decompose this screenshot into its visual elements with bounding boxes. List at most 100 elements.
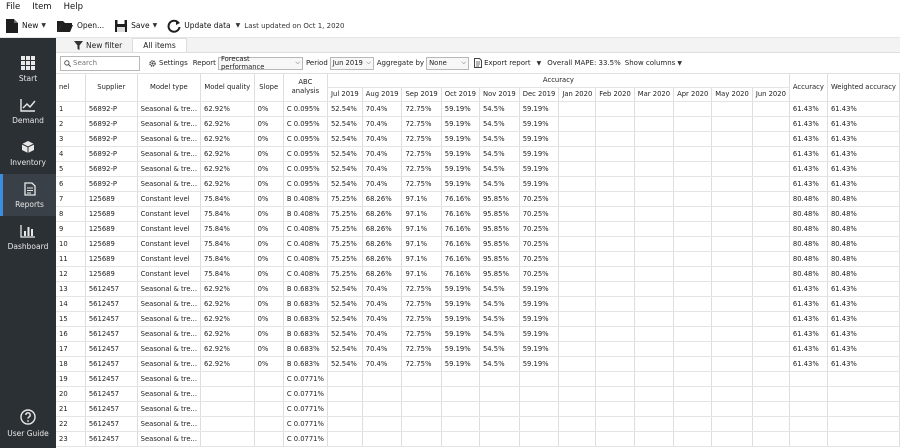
menu-help[interactable]: Help: [63, 2, 83, 12]
table-row[interactable]: 22 5612457 Seasonal & tre... C 0.0771%: [56, 416, 900, 432]
table-row[interactable]: 10 125689 Constant level 75.84% 0% C 0.408% 75…: [56, 236, 900, 252]
slope-cell: 0%: [254, 191, 284, 207]
header-accuracy[interactable]: Accuracy: [789, 74, 828, 102]
header-abc-analysis[interactable]: ABC analysis: [283, 74, 328, 102]
month-accuracy-cell: 54.5%: [479, 146, 520, 162]
export-report-button[interactable]: Export report: [474, 58, 531, 68]
table-row[interactable]: 23 5612457 Seasonal & tre... C 0.0771%: [56, 431, 900, 447]
header-month[interactable]: Apr 2020: [673, 87, 713, 102]
aggregate-select[interactable]: None ⌵: [426, 56, 470, 70]
table-row[interactable]: 19 5612457 Seasonal & tre... C 0.0771%: [56, 371, 900, 387]
abc-analysis-cell: B 0.408%: [283, 191, 328, 207]
open-button[interactable]: Open...: [51, 15, 109, 37]
save-dropdown-caret-icon[interactable]: ▼: [152, 22, 158, 29]
header-month[interactable]: Feb 2020: [595, 87, 635, 102]
table-row[interactable]: 7 125689 Constant level 75.84% 0% B 0.408% 75.…: [56, 191, 900, 207]
table-row[interactable]: 17 5612457 Seasonal & tre... 62.92% 0% B 0.68…: [56, 341, 900, 357]
header-month[interactable]: Jan 2020: [558, 87, 597, 102]
model-quality-cell: 75.84%: [200, 206, 255, 222]
table-row[interactable]: 11 125689 Constant level 75.84% 0% C 0.408% 75…: [56, 251, 900, 267]
table-row[interactable]: 18 5612457 Seasonal & tre... 62.92% 0% B 0.68…: [56, 356, 900, 372]
show-columns-button[interactable]: Show columns ▼: [625, 59, 682, 67]
table-row[interactable]: 9 125689 Constant level 75.84% 0% C 0.408% 75.…: [56, 221, 900, 237]
month-accuracy-cell: [327, 401, 363, 417]
header-supplier[interactable]: Supplier: [85, 74, 138, 102]
table-row[interactable]: 6 56892-P Seasonal & tre... 62.92% 0% C 0.095…: [56, 176, 900, 192]
header-month[interactable]: Jun 2020: [752, 87, 790, 102]
table-row[interactable]: 21 5612457 Seasonal & tre... C 0.0771%: [56, 401, 900, 417]
header-month[interactable]: Nov 2019: [479, 87, 520, 102]
table-row[interactable]: 13 5612457 Seasonal & tre... 62.92% 0% B 0.68…: [56, 281, 900, 297]
settings-button[interactable]: Settings: [148, 59, 188, 68]
new-dropdown-caret-icon[interactable]: ▼: [41, 22, 46, 29]
month-accuracy-cell: 59.19%: [519, 311, 560, 327]
table-row[interactable]: 14 5612457 Seasonal & tre... 62.92% 0% B 0.68…: [56, 296, 900, 312]
search-box[interactable]: [60, 55, 140, 71]
header-month[interactable]: Dec 2019: [519, 87, 560, 102]
month-accuracy-cell: [595, 356, 635, 372]
header-model-type[interactable]: Model type: [137, 74, 202, 102]
update-data-button[interactable]: Update data: [162, 15, 235, 37]
header-month[interactable]: Mar 2020: [634, 87, 675, 102]
table-row[interactable]: 8 125689 Constant level 75.84% 0% B 0.408% 75.…: [56, 206, 900, 222]
header-channel[interactable]: nel: [56, 74, 86, 102]
supplier-cell: 125689: [85, 251, 138, 267]
sidebar-item-reports[interactable]: Reports: [0, 174, 56, 216]
row-number-cell: 13: [56, 281, 86, 297]
new-button[interactable]: New ▼: [0, 15, 51, 37]
table-row[interactable]: 20 5612457 Seasonal & tre... C 0.0771%: [56, 386, 900, 402]
update-dropdown-caret-icon[interactable]: ▼: [235, 22, 241, 29]
header-slope[interactable]: Slope: [254, 74, 284, 102]
header-month[interactable]: Sep 2019: [401, 87, 442, 102]
sidebar-item-demand[interactable]: Demand: [0, 90, 56, 132]
month-accuracy-cell: [595, 371, 635, 387]
sidebar-item-user-guide[interactable]: User Guide: [0, 402, 56, 444]
month-accuracy-cell: [441, 401, 480, 417]
header-model-quality[interactable]: Model quality: [200, 74, 255, 102]
supplier-cell: 5612457: [85, 356, 138, 372]
header-month[interactable]: Oct 2019: [441, 87, 480, 102]
month-accuracy-cell: [558, 161, 597, 177]
tab-all-items[interactable]: All items: [132, 38, 187, 52]
search-input[interactable]: [73, 59, 139, 67]
box-icon: [21, 140, 35, 153]
header-weighted-accuracy[interactable]: Weighted accuracy: [827, 74, 900, 102]
month-accuracy-cell: 70.4%: [362, 116, 403, 132]
period-select[interactable]: Jun 2019 ⌵: [329, 56, 374, 70]
sidebar-item-dashboard[interactable]: Dashboard: [0, 216, 56, 258]
slope-cell: 0%: [254, 116, 284, 132]
header-month[interactable]: Aug 2019: [362, 87, 403, 102]
month-accuracy-cell: 59.19%: [441, 356, 480, 372]
sidebar-item-inventory[interactable]: Inventory: [0, 132, 56, 174]
slope-cell: 0%: [254, 326, 284, 342]
supplier-cell: 56892-P: [85, 101, 138, 117]
header-month[interactable]: May 2020: [711, 87, 753, 102]
menu-file[interactable]: File: [6, 2, 21, 12]
month-accuracy-cell: [558, 221, 597, 237]
month-accuracy-cell: [711, 311, 753, 327]
report-select[interactable]: Forecast performance ⌵: [217, 55, 303, 71]
table-row[interactable]: 3 56892-P Seasonal & tre... 62.92% 0% C 0.095…: [56, 131, 900, 147]
table-row[interactable]: 16 5612457 Seasonal & tre... 62.92% 0% B 0.68…: [56, 326, 900, 342]
month-accuracy-cell: [673, 176, 713, 192]
table-row[interactable]: 15 5612457 Seasonal & tre... 62.92% 0% B 0.68…: [56, 311, 900, 327]
export-dropdown-caret-icon[interactable]: ▼: [536, 59, 542, 67]
supplier-cell: 56892-P: [85, 161, 138, 177]
accuracy-cell: 61.43%: [789, 161, 828, 177]
save-button[interactable]: Save ▼: [109, 15, 162, 37]
table-row[interactable]: 12 125689 Constant level 75.84% 0% C 0.408% 75…: [56, 266, 900, 282]
supplier-cell: 125689: [85, 221, 138, 237]
month-accuracy-cell: [673, 191, 713, 207]
table-row[interactable]: 1 56892-P Seasonal & tre... 62.92% 0% C 0.095…: [56, 101, 900, 117]
menu-item[interactable]: Item: [32, 2, 52, 12]
month-accuracy-cell: [634, 161, 675, 177]
row-number-cell: 2: [56, 116, 86, 132]
table-row[interactable]: 2 56892-P Seasonal & tre... 62.92% 0% C 0.095…: [56, 116, 900, 132]
month-accuracy-cell: [634, 416, 675, 432]
month-accuracy-cell: [673, 296, 713, 312]
table-row[interactable]: 4 56892-P Seasonal & tre... 62.92% 0% C 0.095…: [56, 146, 900, 162]
table-row[interactable]: 5 56892-P Seasonal & tre... 62.92% 0% C 0.095…: [56, 161, 900, 177]
tab-new-filter[interactable]: New filter: [64, 38, 132, 52]
sidebar-item-start[interactable]: Start: [0, 48, 56, 90]
header-month[interactable]: Jul 2019: [327, 87, 363, 102]
